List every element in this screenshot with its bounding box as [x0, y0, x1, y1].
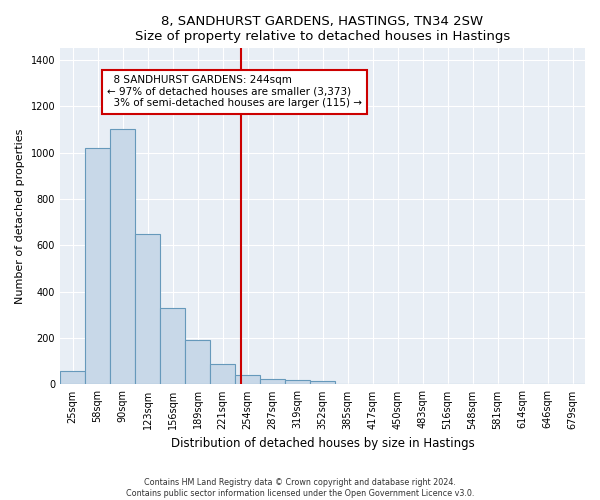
Bar [310, 381, 335, 384]
Bar [85, 148, 110, 384]
Bar [260, 378, 285, 384]
Text: 8 SANDHURST GARDENS: 244sqm
← 97% of detached houses are smaller (3,373)
  3% of: 8 SANDHURST GARDENS: 244sqm ← 97% of det… [107, 75, 362, 108]
Bar [160, 308, 185, 384]
Bar [135, 234, 160, 384]
Bar [110, 130, 135, 384]
Bar [185, 340, 210, 384]
Y-axis label: Number of detached properties: Number of detached properties [15, 128, 25, 304]
X-axis label: Distribution of detached houses by size in Hastings: Distribution of detached houses by size … [170, 437, 475, 450]
Title: 8, SANDHURST GARDENS, HASTINGS, TN34 2SW
Size of property relative to detached h: 8, SANDHURST GARDENS, HASTINGS, TN34 2SW… [135, 15, 510, 43]
Bar [285, 380, 310, 384]
Bar [210, 364, 235, 384]
Text: Contains HM Land Registry data © Crown copyright and database right 2024.
Contai: Contains HM Land Registry data © Crown c… [126, 478, 474, 498]
Bar [235, 375, 260, 384]
Bar [60, 370, 85, 384]
